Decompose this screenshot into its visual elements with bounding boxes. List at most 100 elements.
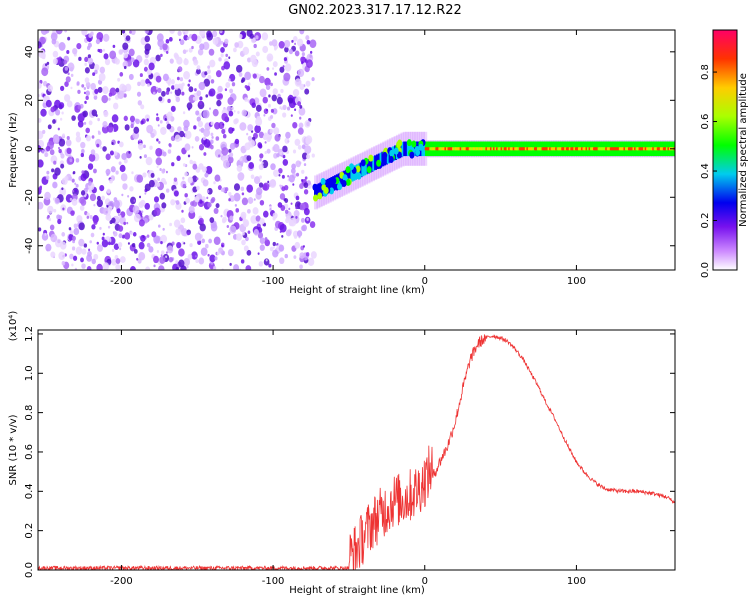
spectrogram-noise-blob <box>212 108 219 117</box>
spectrogram-noise-blob <box>50 233 58 243</box>
spectrogram-signal-blob <box>411 140 417 148</box>
spectrogram-noise-blob <box>196 68 201 75</box>
spectrogram-noise-blob <box>110 166 116 173</box>
spectrogram-noise-blob <box>218 247 224 254</box>
spectrogram-signal-peak <box>433 147 437 151</box>
spectrogram-noise-blob <box>242 46 250 55</box>
spectrogram-noise-blob <box>61 260 66 266</box>
spectrogram-noise-blob <box>299 30 305 35</box>
spectrogram-noise-blob <box>246 85 251 91</box>
spectrogram-noise-blob <box>87 42 92 48</box>
spectrogram-noise-blob <box>116 208 121 214</box>
spectrogram-noise-blob <box>166 123 172 130</box>
spectrogram-noise-blob <box>227 248 234 257</box>
spectrogram-noise-blob <box>111 217 116 224</box>
spectrogram-noise-blob <box>153 264 156 268</box>
spectrogram-noise-blob <box>136 174 144 183</box>
spectrogram-noise-blob <box>223 159 230 169</box>
spectrogram-xlabel: Height of straight line (km) <box>289 285 425 296</box>
spectrogram-noise-blob <box>82 110 88 118</box>
spectrogram-noise-blob <box>173 219 181 228</box>
spectrogram-noise-blob <box>81 170 85 175</box>
spectrogram-signal-blob <box>397 139 403 147</box>
spectrogram-noise-blob <box>199 30 206 37</box>
spectrogram-noise-blob <box>198 81 206 91</box>
spectrogram-signal-peak <box>662 147 666 151</box>
spectrogram-noise-blob <box>196 65 201 70</box>
spectrogram-signal-peak <box>561 147 564 151</box>
spectrogram-noise-blob <box>221 244 224 248</box>
spectrogram-noise-blob <box>280 88 284 94</box>
spectrogram-noise-blob <box>276 96 283 105</box>
spectrogram-noise-blob <box>80 173 87 182</box>
spectrogram-noise-blob <box>259 237 265 244</box>
spectrogram-signal-peak <box>514 147 517 151</box>
spectrogram-noise-blob <box>156 33 164 42</box>
spectrogram-signal-peak <box>535 147 538 151</box>
spectrogram-noise-blob <box>262 45 269 54</box>
spectrogram-signal-core <box>363 160 367 176</box>
spectrogram-noise-blob <box>140 234 146 242</box>
spectrogram-noise-blob <box>197 120 204 128</box>
spectrogram-noise-blob <box>293 234 298 239</box>
spectrogram-noise-blob <box>201 196 206 202</box>
spectrogram-noise-blob <box>143 144 146 149</box>
spectrogram-noise-blob <box>173 190 179 197</box>
spectrogram-noise-blob <box>138 195 142 199</box>
spectrogram-noise-blob <box>70 73 74 78</box>
spectrogram-noise-blob <box>178 248 185 257</box>
spectrogram-signal-peak <box>644 147 648 151</box>
spectrogram-noise-blob <box>211 30 218 38</box>
spectrogram-noise-blob <box>199 128 202 132</box>
spectrogram-noise-blob <box>204 71 208 76</box>
spectrogram-noise-blob <box>234 204 237 207</box>
spectrogram-noise-blob <box>188 47 193 53</box>
spectrogram-noise-blob <box>144 202 150 210</box>
spectrogram-noise-blob <box>95 38 101 45</box>
spectrogram-noise-blob <box>74 182 77 185</box>
spectrogram-noise-blob <box>85 90 90 96</box>
spectrogram-noise-blob <box>220 46 225 53</box>
spectrogram-noise-blob <box>54 167 61 176</box>
spectrogram-noise-blob <box>288 174 295 183</box>
spectrogram-noise-blob <box>77 120 84 128</box>
spectrogram-signal-peak <box>649 147 652 151</box>
spectrogram-signal-peak <box>550 147 554 151</box>
spectrogram-signal-blob <box>320 177 326 185</box>
spectrogram-signal-peak <box>439 147 443 151</box>
spectrogram-noise-blob <box>93 168 97 174</box>
spectrogram-noise-blob <box>146 118 150 122</box>
spectrogram-noise-blob <box>240 259 245 264</box>
spectrogram-noise-blob <box>127 195 130 198</box>
spectrogram-noise-blob <box>214 121 221 130</box>
spectrogram-noise-blob <box>58 42 66 51</box>
spectrogram-noise-blob <box>188 94 196 104</box>
spectrogram-noise-blob <box>71 198 78 206</box>
spectrogram-noise-blob <box>144 183 151 192</box>
spectrogram-signal-peak <box>635 147 639 151</box>
spectrogram-noise-blob <box>185 49 189 53</box>
spectrogram-noise-blob <box>123 115 128 122</box>
spectrogram-signal-peak <box>661 147 664 151</box>
spectrogram-noise-blob <box>80 257 84 263</box>
spectrogram-noise-blob <box>207 65 211 69</box>
spectrogram-noise-blob <box>188 79 191 83</box>
spectrogram-noise-blob <box>120 173 128 182</box>
spectrogram-signal-core <box>403 141 407 157</box>
spectrogram-signal-peak <box>530 147 534 151</box>
spectrogram-noise-blob <box>159 168 162 171</box>
spectrogram-noise-blob <box>156 138 159 142</box>
colorbar-frame <box>712 29 738 271</box>
spectrogram-signal-core <box>406 141 410 157</box>
spectrogram-noise-blob <box>220 40 224 45</box>
spectrogram-noise-blob <box>101 125 109 134</box>
spectrogram-noise-blob <box>159 256 166 264</box>
spectrogram-noise-blob <box>262 96 268 104</box>
spectrogram-noise-blob <box>61 111 64 115</box>
spectrogram-noise-blob <box>40 36 46 44</box>
spectrogram-noise-blob <box>118 161 122 165</box>
spectrogram-noise-blob <box>119 164 126 173</box>
spectrogram-noise-blob <box>85 135 91 142</box>
spectrogram-noise-blob <box>186 36 190 41</box>
spectrogram-signal-peak <box>494 147 498 151</box>
